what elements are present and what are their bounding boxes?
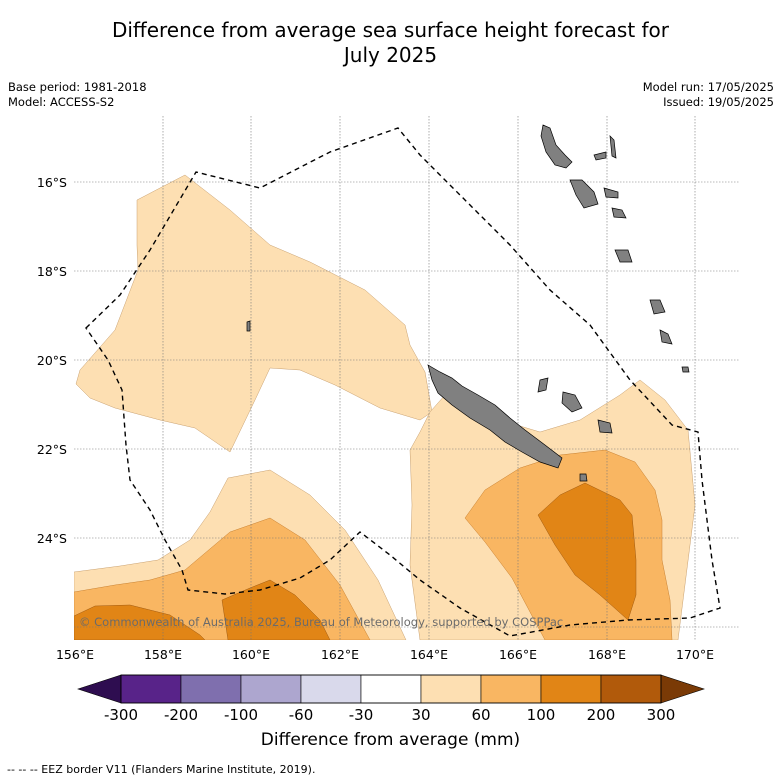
model-run: Model run: 17/05/2025 [642,80,774,94]
colorbar-tick-labels: -300 -200 -100 -60 -30 30 60 100 200 300 [104,706,675,724]
colorbar-frame [120,674,662,704]
colorbar-tick-label: -100 [224,706,258,724]
colorbar-cell [600,674,662,704]
colorbar-cell [120,674,182,704]
colorbar-title: Difference from average (mm) [260,730,521,750]
colorbar-cell [180,674,242,704]
lon-label-168e: 168°E [588,647,626,662]
colorbar-cell [360,674,422,704]
colorbar-cell [420,674,482,704]
colorbar-cell [480,674,542,704]
vanuatu-island-3 [609,135,617,159]
colorbar-cell [540,674,602,704]
vanuatu-island-5 [603,187,619,199]
isle-of-pines [579,473,588,482]
colorbar-tick-label: 300 [647,706,676,724]
small-island-west [246,320,251,332]
vanuatu-island-10 [681,366,690,373]
base-period: Base period: 1981-2018 [8,80,147,94]
contour-fills [74,174,696,640]
colorbar-under-arrow [77,674,122,704]
colorbar-tick-label: 200 [587,706,616,724]
vanuatu-island-8 [649,299,666,315]
lat-label-18s: 18°S [37,264,67,279]
run-info: Model run: 17/05/2025 Issued: 19/05/2025 [643,80,774,110]
contour-30-60-northwest [75,174,433,453]
colorbar-cell [240,674,302,704]
colorbar-cells [120,674,662,704]
colorbar-tick-label: -300 [104,706,138,724]
colorbar-tick-label: -30 [349,706,374,724]
colorbar: -300 -200 -100 -60 -30 30 60 100 200 300 [77,674,705,724]
map-title: Difference from average sea surface heig… [0,18,781,68]
loyalty-island-2 [561,391,583,413]
contour-100-200-south-central [221,579,331,640]
eez-footnote: -- -- -- EEZ border V11 (Flanders Marine… [7,763,316,776]
vanuatu-island-9 [659,329,673,345]
lon-label-170e: 170°E [676,647,714,662]
vanuatu-island-7 [614,249,633,263]
model-info: Base period: 1981-2018 Model: ACCESS-S2 [8,80,147,110]
contour-100-200-east [537,482,637,621]
lat-label-16s: 16°S [37,175,67,190]
lon-label-162e: 162°E [321,647,359,662]
title-line-1: Difference from average sea surface heig… [111,18,670,42]
colorbar-tick-label: 100 [527,706,556,724]
lat-label-22s: 22°S [37,442,67,457]
new-caledonia-island [427,364,563,469]
copyright-notice: © Commonwealth of Australia 2025, Bureau… [79,615,563,629]
loyalty-island-3 [597,419,613,434]
latitude-labels: 16°S 18°S 20°S 22°S 24°S [37,175,67,546]
eez-border [85,127,721,637]
colorbar-over-arrow [660,674,705,704]
lon-label-160e: 160°E [232,647,270,662]
colorbar-tick-label: -200 [164,706,198,724]
vanuatu-island-6 [611,207,627,219]
loyalty-island-1 [537,377,549,393]
model-name: Model: ACCESS-S2 [8,95,115,109]
title-line-2: July 2025 [343,43,438,67]
issued-date: Issued: 19/05/2025 [663,95,774,109]
colorbar-tick-label: 30 [411,706,430,724]
vanuatu-island-4 [569,179,599,209]
lon-label-164e: 164°E [410,647,448,662]
colorbar-cell [300,674,362,704]
colorbar-tick-label: 60 [471,706,490,724]
lat-label-20s: 20°S [37,353,67,368]
land-masses [246,124,690,482]
vanuatu-island-2 [593,151,607,161]
graticule [74,116,739,640]
colorbar-tick-label: -60 [289,706,314,724]
contour-100-200-southwest [74,604,206,640]
lon-label-156e: 156°E [56,647,94,662]
longitude-labels: 156°E 158°E 160°E 162°E 164°E 166°E 168°… [56,647,714,662]
vanuatu-island-1 [540,124,573,169]
lon-label-158e: 158°E [144,647,182,662]
lon-label-166e: 166°E [499,647,537,662]
lat-label-24s: 24°S [37,531,67,546]
